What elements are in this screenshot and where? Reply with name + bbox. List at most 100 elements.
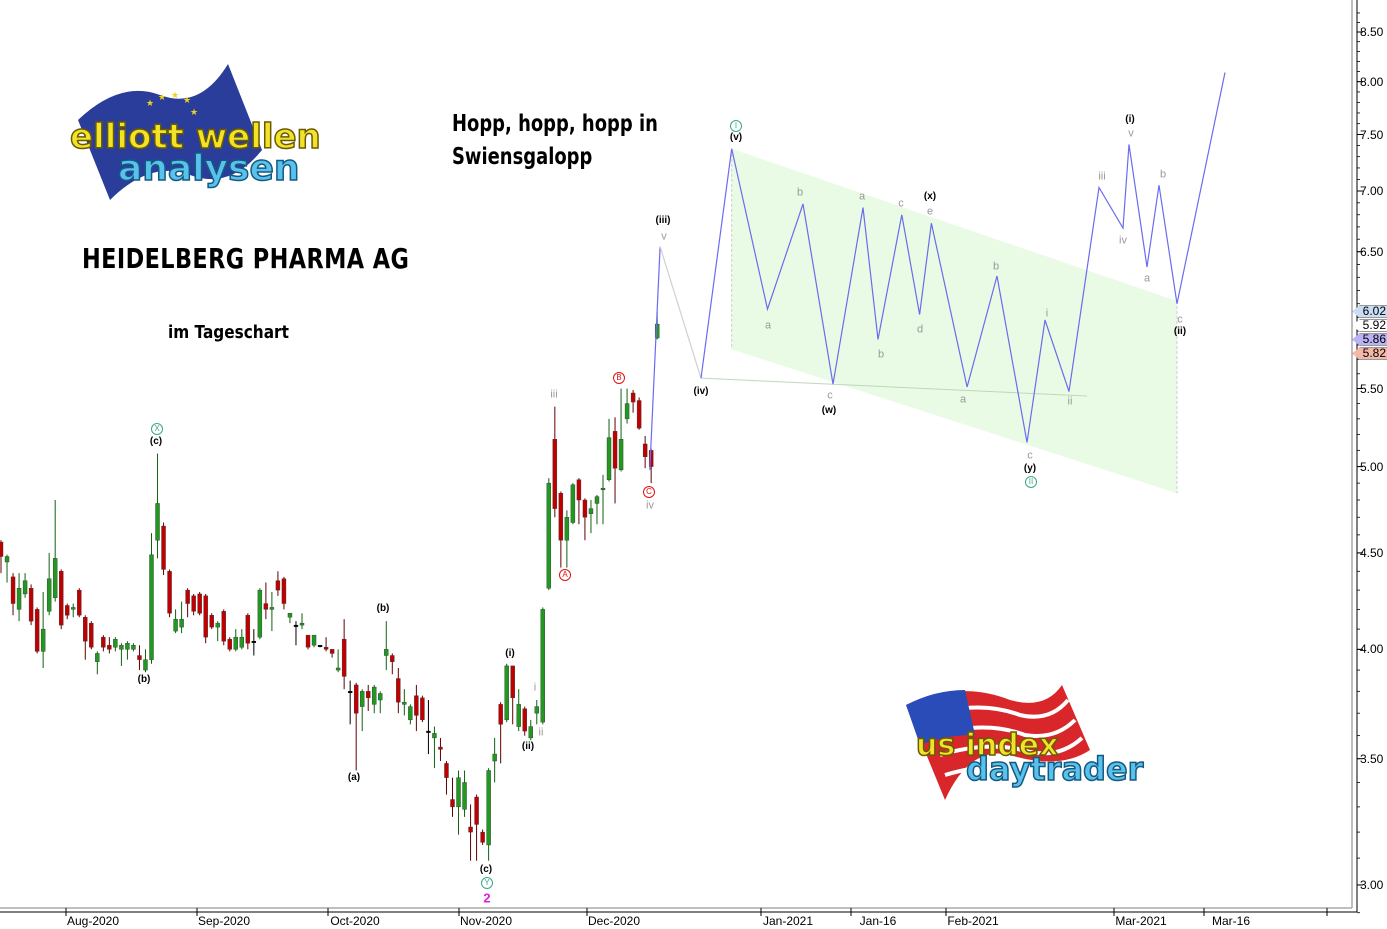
y-tick-label: 6.50 [1360, 244, 1384, 259]
candle-body [594, 496, 600, 504]
candle [167, 569, 172, 618]
candle [510, 665, 515, 725]
candle [570, 483, 576, 525]
candle [191, 593, 196, 616]
candle [317, 645, 323, 648]
x-tick-label: Feb-2021 [947, 914, 999, 928]
wave-label: iv [646, 499, 654, 512]
wave-label: d [916, 323, 924, 336]
candle-body [65, 605, 70, 616]
candle [426, 700, 431, 755]
candle-body [468, 826, 473, 833]
candle-body [462, 782, 467, 810]
us-index-daytrader-logo: us index daytrader [906, 685, 1144, 800]
candle [40, 592, 46, 668]
candle [360, 689, 365, 732]
candle-body [281, 578, 287, 604]
candle [414, 684, 419, 732]
candle-body [191, 595, 196, 612]
candle [558, 491, 564, 568]
candle [16, 573, 22, 622]
candle [420, 695, 425, 723]
candle [131, 643, 136, 652]
candle-body [185, 589, 190, 604]
candle [197, 592, 202, 616]
y-tick-label: 3.50 [1360, 751, 1384, 766]
candle [480, 829, 485, 845]
y-tick-label: 5.00 [1360, 459, 1384, 474]
forecast-connector-line [659, 246, 702, 379]
candle-body [654, 323, 660, 339]
candle [52, 500, 58, 602]
candle [113, 637, 118, 652]
wave-label: a [959, 393, 967, 406]
candle-body [101, 636, 106, 648]
candle [95, 651, 100, 675]
candle-body [576, 479, 582, 501]
y-tick-label: 4.50 [1360, 545, 1384, 560]
wave-label: (iv) [693, 386, 709, 397]
wave-label: a [764, 319, 772, 332]
candle-body [618, 439, 624, 471]
candle [498, 702, 503, 764]
candle [402, 689, 407, 716]
candle-body [474, 796, 479, 825]
candle [263, 582, 269, 620]
price-tag: 5.86 [1352, 333, 1387, 346]
wave-label: X [151, 423, 163, 435]
candle-body [10, 576, 16, 604]
wave-label: C [643, 486, 655, 498]
svg-text:★: ★ [171, 90, 179, 100]
candle [299, 613, 305, 630]
candle-body [16, 588, 22, 610]
candle-body [161, 525, 166, 570]
candle-body [251, 640, 257, 643]
price-tag: 5.92 [1352, 319, 1387, 332]
candle [612, 417, 618, 504]
y-tick-label: 5.50 [1360, 381, 1384, 396]
candle-body [390, 655, 395, 662]
candle [239, 629, 245, 650]
headline-line1: Hopp, hopp, hopp in [452, 111, 658, 137]
wave-label: c [827, 389, 833, 402]
candle-body [612, 431, 618, 469]
candle [474, 794, 479, 861]
candle [534, 700, 539, 725]
candle-body [269, 607, 275, 610]
wave-label: iv [1119, 234, 1127, 247]
candle-body [384, 649, 389, 656]
candle-body [642, 443, 648, 458]
candle [245, 613, 251, 650]
candle [378, 691, 383, 714]
svg-text:★: ★ [146, 98, 154, 108]
candle [630, 390, 636, 413]
wave-label: (x) [923, 191, 937, 202]
candle-body [420, 697, 425, 721]
wave-label: iii [1098, 170, 1106, 183]
wave-label: (i) [505, 648, 515, 659]
wave-label: I [730, 120, 742, 132]
y-tick-label: 7.00 [1360, 184, 1384, 198]
candle [269, 592, 275, 632]
candle-body [582, 499, 588, 518]
x-tick-label: Nov-2020 [459, 914, 513, 928]
candle [173, 609, 178, 634]
candle [161, 522, 166, 576]
svg-text:★: ★ [183, 95, 191, 105]
candle [311, 634, 317, 648]
candle-body [149, 554, 154, 660]
candle-body [558, 493, 564, 541]
candlestick-series [0, 311, 660, 861]
candle [125, 641, 130, 660]
forecast-path [649, 72, 1226, 470]
candle-body [323, 647, 329, 650]
wave-label: i [1045, 307, 1049, 320]
wave-label: i [533, 681, 537, 694]
candle-body [450, 799, 455, 808]
candle [582, 498, 588, 541]
candle-body [335, 667, 341, 671]
candle-body [378, 693, 383, 701]
candle-body [28, 588, 34, 622]
wave-label: (ii) [521, 741, 535, 752]
candle [46, 552, 52, 616]
